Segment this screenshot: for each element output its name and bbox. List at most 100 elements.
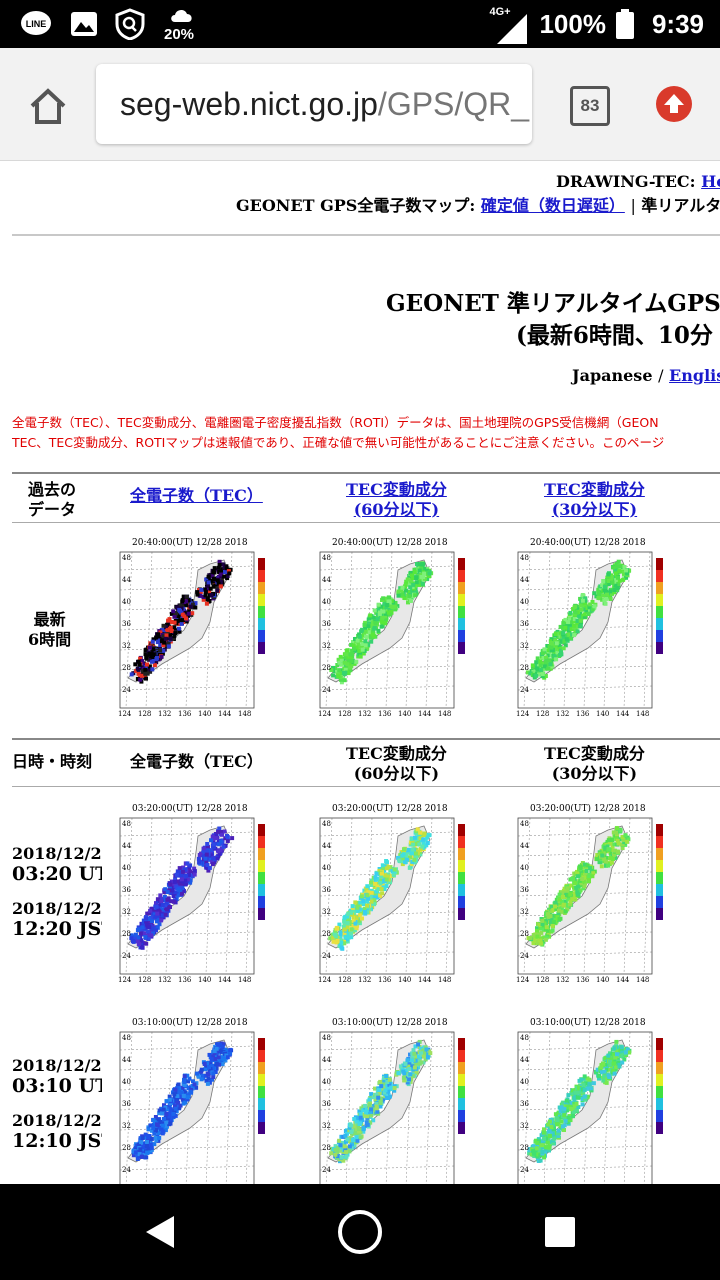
svg-text:124: 124	[318, 976, 332, 984]
dtec60-link-line1[interactable]: TEC変動成分	[346, 480, 447, 499]
svg-text:128: 128	[138, 976, 151, 984]
svg-text:32: 32	[322, 908, 331, 916]
dtec30-link-line2[interactable]: (30分以下)	[551, 500, 638, 519]
svg-text:140: 140	[596, 710, 609, 718]
svg-text:20:40:00(UT) 12/28 2018: 20:40:00(UT) 12/28 2018	[332, 537, 448, 548]
row-time-ut: 03:20 UT	[12, 863, 110, 885]
language-switch: Japanese / English	[572, 366, 720, 385]
signal-icon: 4G+	[489, 4, 529, 44]
page-title-line2: (最新6時間、10分	[516, 322, 713, 349]
svg-text:132: 132	[556, 976, 569, 984]
dtec60-archive-link[interactable]: TEC変動成分 (60分以下)	[346, 480, 447, 520]
svg-text:40: 40	[322, 864, 331, 872]
dtec60-link-line2[interactable]: (60分以下)	[353, 500, 440, 519]
home-button[interactable]	[26, 84, 70, 128]
past-data-header: 過去の データ	[28, 480, 76, 520]
svg-text:20:40:00(UT) 12/28 2018: 20:40:00(UT) 12/28 2018	[132, 537, 248, 548]
tec-archive-link[interactable]: 全電子数（TEC）	[130, 486, 263, 505]
svg-text:128: 128	[536, 710, 549, 718]
svg-text:144: 144	[218, 976, 232, 984]
svg-text:40: 40	[322, 598, 331, 606]
latest-label-line2: 6時間	[28, 630, 72, 649]
dtec30-archive-link[interactable]: TEC変動成分 (30分以下)	[544, 480, 645, 520]
svg-text:148: 148	[238, 976, 251, 984]
svg-text:36: 36	[322, 886, 331, 894]
dtec30-map-0310[interactable]: 03:10:00(UT) 12/28 201848444036322824124…	[500, 1010, 670, 1184]
svg-text:40: 40	[322, 1078, 331, 1086]
svg-text:03:10:00(UT) 12/28 2018: 03:10:00(UT) 12/28 2018	[530, 1017, 646, 1028]
svg-text:144: 144	[418, 976, 432, 984]
english-link[interactable]: English	[669, 366, 720, 385]
svg-text:48: 48	[520, 820, 529, 828]
svg-text:148: 148	[636, 710, 649, 718]
svg-text:32: 32	[322, 1122, 331, 1130]
dtec30-header-line1: TEC変動成分	[544, 744, 645, 763]
dtec30-header-line2: (30分以下)	[551, 764, 638, 783]
clock: 9:39	[651, 8, 704, 39]
svg-text:36: 36	[122, 620, 131, 628]
svg-text:48: 48	[122, 554, 131, 562]
svg-text:32: 32	[122, 908, 131, 916]
image-icon	[68, 8, 100, 40]
dtec60-map-0310[interactable]: 03:10:00(UT) 12/28 201848444036322824124…	[302, 1010, 472, 1184]
svg-text:36: 36	[122, 886, 131, 894]
svg-text:44: 44	[122, 1056, 131, 1064]
svg-text:32: 32	[122, 642, 131, 650]
svg-text:148: 148	[438, 976, 451, 984]
browser-toolbar: seg-web.nict.go.jp/GPS/QR_ 83	[0, 48, 720, 161]
battery-percent: 100%	[539, 8, 606, 39]
dtec60-header-line1: TEC変動成分	[346, 744, 447, 763]
svg-text:136: 136	[178, 976, 192, 984]
drawing-tec-label: DRAWING-TEC:	[556, 172, 696, 191]
map-label: GEONET GPS全電子数マップ:	[236, 196, 476, 215]
svg-text:40: 40	[520, 598, 529, 606]
svg-text:03:10:00(UT) 12/28 2018: 03:10:00(UT) 12/28 2018	[332, 1017, 448, 1028]
recents-icon[interactable]	[543, 1215, 577, 1249]
navigation-bar	[0, 1184, 720, 1280]
svg-text:03:20:00(UT) 12/28 2018: 03:20:00(UT) 12/28 2018	[332, 803, 448, 814]
svg-text:03:20:00(UT) 12/28 2018: 03:20:00(UT) 12/28 2018	[530, 803, 646, 814]
arrow-up-icon	[664, 94, 684, 113]
latest-6h-label: 最新 6時間	[28, 610, 71, 650]
confirmed-values-link[interactable]: 確定値（数日遅延）	[480, 196, 625, 215]
svg-text:128: 128	[338, 710, 351, 718]
svg-text:144: 144	[616, 976, 630, 984]
home-circle-icon[interactable]	[336, 1208, 384, 1256]
notice-line-2: TEC、TEC変動成分、ROTIマップは速報値であり、正確な値で無い可能性がある…	[12, 435, 665, 450]
svg-text:28: 28	[520, 664, 529, 672]
svg-text:36: 36	[322, 1100, 331, 1108]
page-title-line1: GEONET 準リアルタイムGPS	[386, 290, 720, 317]
svg-text:28: 28	[122, 930, 131, 938]
svg-text:136: 136	[576, 976, 590, 984]
tec-map-0310[interactable]: 03:10:00(UT) 12/28 201848444036322824124…	[102, 1010, 272, 1184]
table-border	[12, 472, 720, 474]
dtec30-column-header: TEC変動成分 (30分以下)	[544, 744, 645, 784]
dtec30-link-line1[interactable]: TEC変動成分	[544, 480, 645, 499]
notice-line-1: 全電子数（TEC）、TEC変動成分、電離圏電子密度擾乱指数（ROTI）データは、…	[12, 415, 659, 430]
table-border	[12, 786, 720, 787]
svg-text:24: 24	[520, 952, 529, 960]
svg-text:144: 144	[616, 710, 630, 718]
tab-switcher-button[interactable]: 83	[570, 86, 610, 126]
svg-text:28: 28	[520, 1144, 529, 1152]
update-button[interactable]	[656, 86, 692, 122]
svg-text:40: 40	[520, 1078, 529, 1086]
svg-text:36: 36	[520, 620, 529, 628]
back-icon[interactable]	[140, 1212, 180, 1252]
weather-percent: 20%	[164, 26, 195, 43]
row-date-ut: 2018/12/28	[12, 1056, 113, 1075]
svg-text:148: 148	[438, 710, 451, 718]
svg-text:132: 132	[158, 710, 171, 718]
table-row-time: 2018/12/28 03:10 UT 2018/12/28 12:10 JST	[12, 1056, 115, 1152]
svg-text:132: 132	[556, 710, 569, 718]
svg-text:32: 32	[520, 1122, 529, 1130]
url-bar[interactable]: seg-web.nict.go.jp/GPS/QR_	[96, 64, 532, 144]
home-link[interactable]: Home	[701, 172, 720, 191]
svg-text:24: 24	[122, 686, 131, 694]
